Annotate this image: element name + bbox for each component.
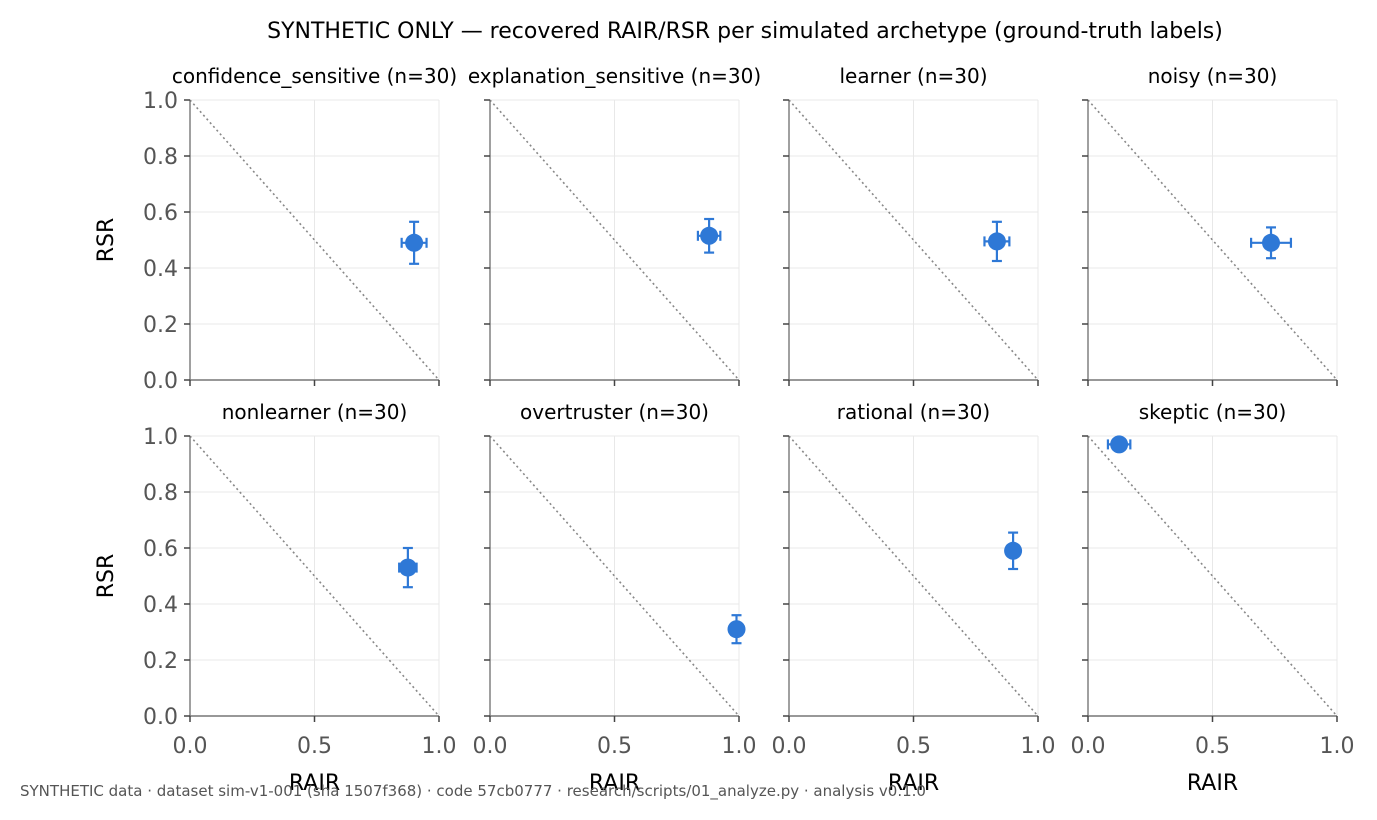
panel-1: confidence_sensitive (n=30) 0.0 0.2 0.4 0.6 0… <box>94 64 457 394</box>
y-tick-label: 0.2 <box>143 313 178 338</box>
y-tick-label: 0.8 <box>143 481 178 506</box>
x-tick-label: 1.0 <box>722 734 757 759</box>
panel-title: nonlearner (n=30) <box>222 400 408 424</box>
data-point <box>1110 435 1129 454</box>
panel-5: nonlearner (n=30) 0.0 0.2 0.4 0.6 0.8 1.0 0.0 0.… <box>94 400 457 796</box>
x-axis-label: RAIR <box>888 771 939 796</box>
panel-4: noisy (n=30) <box>1082 64 1338 386</box>
y-axis-label: RSR <box>94 218 119 263</box>
panel-6: overtruster (n=30) 0.0 0.5 1.0 RAIR <box>473 400 757 796</box>
x-tick-label: 0.0 <box>1071 734 1106 759</box>
x-axis-label: RAIR <box>289 771 340 796</box>
data-point <box>987 232 1006 251</box>
data-point <box>700 226 719 245</box>
data-point <box>398 558 417 577</box>
x-tick-label: 1.0 <box>1021 734 1056 759</box>
panel-title: rational (n=30) <box>837 400 990 424</box>
data-point <box>1262 233 1281 252</box>
x-tick-label: 0.0 <box>772 734 807 759</box>
panel-7: rational (n=30) 0.0 0.5 1.0 RAIR <box>772 400 1056 796</box>
x-tick-label: 1.0 <box>1320 734 1355 759</box>
y-tick-label: 1.0 <box>143 425 178 450</box>
x-tick-label: 0.5 <box>297 734 332 759</box>
panel-title: overtruster (n=30) <box>520 400 709 424</box>
panel-3: learner (n=30) <box>783 64 1039 386</box>
y-tick-label: 0.8 <box>143 145 178 170</box>
panel-title: confidence_sensitive (n=30) <box>172 64 457 88</box>
x-tick-label: 0.0 <box>473 734 508 759</box>
panel-title: learner (n=30) <box>839 64 987 88</box>
data-point <box>727 620 746 639</box>
x-tick-label: 1.0 <box>422 734 457 759</box>
y-tick-label: 1.0 <box>143 89 178 114</box>
y-tick-label: 0.4 <box>143 257 178 282</box>
x-axis-label: RAIR <box>1187 771 1238 796</box>
x-tick-label: 0.0 <box>173 734 208 759</box>
y-tick-label: 0.0 <box>143 369 178 394</box>
x-tick-label: 0.5 <box>1195 734 1230 759</box>
data-point <box>1004 541 1023 560</box>
y-axis-label: RSR <box>94 554 119 599</box>
panel-2: explanation_sensitive (n=30) <box>468 64 761 386</box>
panel-grid: confidence_sensitive (n=30) 0.0 0.2 0.4 0.6 0… <box>94 64 1355 796</box>
y-tick-label: 0.2 <box>143 649 178 674</box>
data-point <box>405 233 424 252</box>
x-tick-label: 0.5 <box>896 734 931 759</box>
panel-title: skeptic (n=30) <box>1139 400 1287 424</box>
figure-title: SYNTHETIC ONLY — recovered RAIR/RSR per … <box>267 19 1223 44</box>
y-tick-label: 0.0 <box>143 705 178 730</box>
x-tick-label: 0.5 <box>597 734 632 759</box>
provenance-footer: SYNTHETIC data · dataset sim-v1-001 (sha… <box>20 782 926 801</box>
y-tick-label: 0.4 <box>143 593 178 618</box>
y-tick-label: 0.6 <box>143 537 178 562</box>
panel-title: explanation_sensitive (n=30) <box>468 64 761 88</box>
panel-8: skeptic (n=30) 0.0 0.5 1.0 RAIR <box>1071 400 1355 796</box>
x-axis-label: RAIR <box>589 771 640 796</box>
y-tick-label: 0.6 <box>143 201 178 226</box>
panel-title: noisy (n=30) <box>1148 64 1278 88</box>
